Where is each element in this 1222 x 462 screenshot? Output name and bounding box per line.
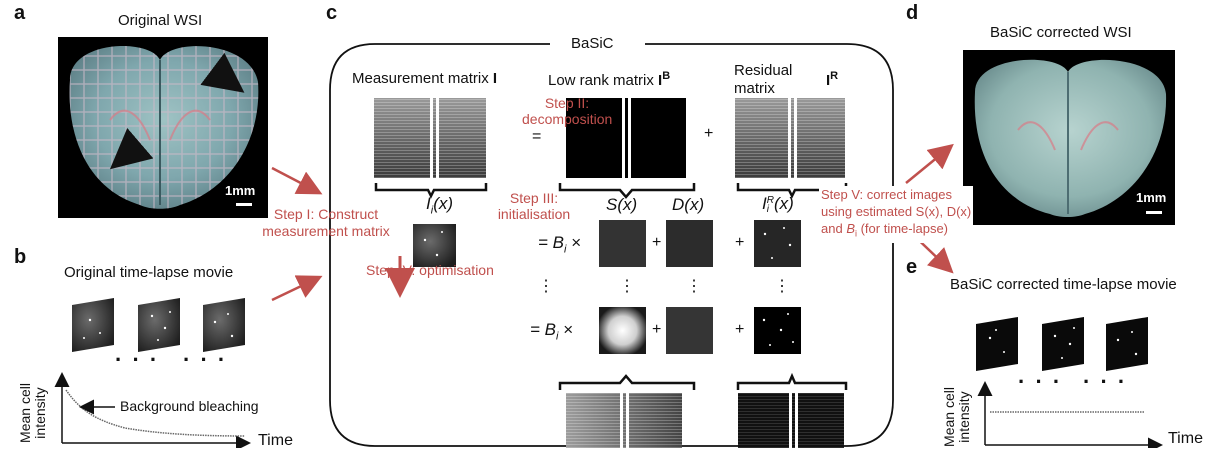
wsi-title: Original WSI	[118, 12, 203, 29]
Dx-symbol: D(x)	[672, 195, 705, 214]
e-ylabel: Mean cell intensity	[941, 387, 972, 447]
step4-label: Step IV: optimisation	[366, 262, 494, 278]
corrected-wsi-tissue	[974, 59, 1167, 217]
vdots-3: ⋮	[686, 278, 702, 295]
scale-label-d: 1mm	[1136, 190, 1167, 205]
original-intensity-plot	[54, 372, 251, 448]
measurement-matrix-title: Measurement matrix I	[352, 70, 498, 87]
e-xlabel: Time	[1168, 430, 1203, 447]
tile-S-final	[599, 307, 646, 354]
equals-1: =	[532, 128, 542, 145]
scale-bar-a	[236, 203, 252, 206]
panel-label-a: a	[14, 2, 26, 24]
tile-IRi-init	[754, 220, 801, 267]
low-rank-final-image	[566, 393, 682, 448]
tile-S-init	[599, 220, 646, 267]
residual-matrix-image	[735, 98, 845, 178]
arrow-movie-to-basic	[271, 275, 323, 302]
corrected-intensity-plot	[977, 381, 1163, 448]
background-bleaching-label: Background bleaching	[120, 398, 259, 414]
b-ylabel: Mean cell intensity	[17, 383, 48, 443]
residual-symbol: IR	[826, 70, 839, 89]
scale-label-a: 1mm	[225, 183, 256, 198]
corrected-movie-frames	[976, 317, 1148, 371]
dots-2: · · ·	[183, 347, 228, 372]
low-rank-title: Low rank matrix IB	[548, 70, 671, 89]
arrow-to-corrected-wsi	[905, 143, 954, 184]
step3-label: Step III: initialisation	[497, 190, 571, 222]
movie-title: Original time-lapse movie	[64, 264, 234, 281]
vdots-4: ⋮	[774, 278, 790, 295]
panel-label-e: e	[906, 256, 918, 278]
tile-D-init	[666, 220, 713, 267]
tile-Ii	[413, 224, 456, 267]
corrected-wsi-title: BaSiC corrected WSI	[990, 24, 1132, 41]
tile-IRi-final	[754, 307, 801, 354]
panel-label-c: c	[326, 2, 338, 24]
step1-label: Step I: Construct measurement matrix	[262, 206, 390, 239]
tile-D-final	[666, 307, 713, 354]
plus-4: +	[652, 321, 662, 338]
plus-2: +	[652, 234, 662, 251]
step2-label: Step II: decomposition	[522, 95, 613, 127]
dots-4: · · ·	[1083, 369, 1128, 394]
row2-Bi-expression: = Bi ×	[530, 320, 574, 343]
step5-label: Step V: correct images using estimated S…	[819, 186, 974, 243]
b-xlabel: Time	[258, 432, 293, 449]
measurement-matrix-image	[374, 98, 486, 178]
plus-3: +	[735, 234, 745, 251]
original-movie-frames	[72, 298, 245, 352]
scale-bar-d	[1146, 211, 1162, 214]
dots-1: · · ·	[115, 347, 160, 372]
dots-3: · · ·	[1018, 369, 1063, 394]
diagram-graphics	[54, 37, 1175, 448]
panel-label-d: d	[906, 2, 919, 24]
corrected-movie-title: BaSiC corrected time-lapse movie	[950, 276, 1177, 293]
vdots-1: ⋮	[538, 278, 554, 295]
plus-5: +	[735, 321, 745, 338]
panel-label-b: b	[14, 246, 27, 268]
wsi-arrow-bottom	[109, 127, 154, 170]
Ii-symbol: Ii(x)	[426, 194, 454, 217]
arrow-wsi-to-basic	[271, 166, 323, 195]
row1-Bi-expression: = Bi ×	[538, 233, 582, 256]
basic-title: BaSiC	[563, 35, 622, 52]
low-rank-matrix-image	[566, 98, 686, 178]
wsi-arrow-top	[200, 52, 245, 93]
Sx-symbol: S(x)	[606, 195, 638, 214]
residual-title: Residual matrix	[734, 62, 793, 97]
vdots-2: ⋮	[619, 278, 635, 295]
residual-final-image	[738, 393, 844, 448]
plus-1: +	[704, 125, 714, 142]
